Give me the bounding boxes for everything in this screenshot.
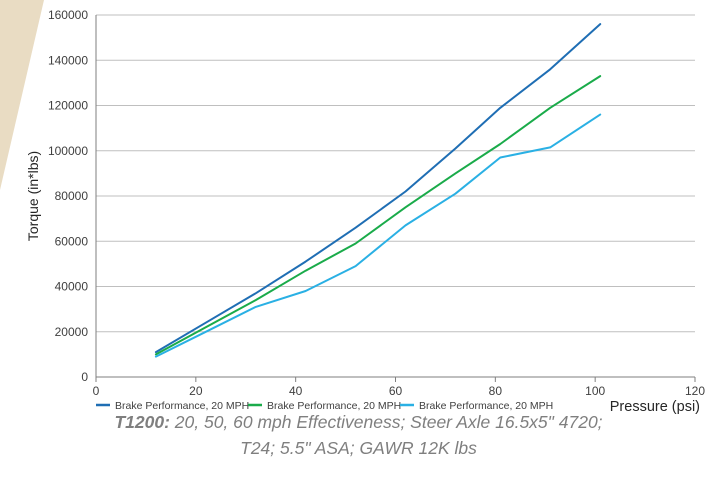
decorative-corner-fill	[0, 0, 44, 190]
legend-label-2: Brake Performance, 20 MPH	[267, 400, 401, 412]
y-tick-label: 0	[81, 370, 88, 384]
decorative-corner-shape	[0, 0, 44, 190]
y-tick-label: 60000	[55, 234, 89, 248]
y-tick-label: 160000	[48, 8, 88, 22]
x-tick-label: 40	[289, 384, 303, 398]
series-lines	[154, 23, 602, 358]
x-tick-label: 60	[389, 384, 403, 398]
legend-label-1: Brake Performance, 20 MPH	[115, 400, 249, 412]
y-tick-label: 100000	[48, 144, 88, 158]
y-axis-label: Torque (in*lbs)	[25, 151, 41, 241]
y-tick-label: 20000	[55, 325, 89, 339]
caption-line-1-text: 20, 50, 60 mph Effectiveness; Steer Axle…	[169, 412, 603, 432]
caption-model-label: T1200:	[114, 412, 170, 432]
legend: Brake Performance, 20 MPH Brake Performan…	[96, 400, 553, 412]
series-line-3	[154, 113, 602, 358]
x-tick-label: 100	[585, 384, 605, 398]
x-tick-label: 0	[93, 384, 100, 398]
grid-lines	[96, 14, 695, 333]
x-tick-label: 120	[685, 384, 705, 398]
y-tick-label: 80000	[55, 189, 89, 203]
axis-labels: Pressure (psi) Torque (in*lbs)	[25, 151, 700, 415]
x-axis-label: Pressure (psi)	[610, 399, 700, 415]
x-tick-label: 80	[489, 384, 503, 398]
series-line-2	[154, 75, 602, 356]
axes: 0 20000 40000 60000 80000 100000 120000 140000 1…	[48, 8, 705, 398]
legend-label-3: Brake Performance, 20 MPH	[419, 400, 553, 412]
y-tick-label: 40000	[55, 280, 89, 294]
series-line-1	[154, 23, 602, 354]
y-tick-label: 140000	[48, 53, 88, 67]
chart-caption-line-2: T24; 5.5" ASA; GAWR 12K lbs	[240, 438, 477, 458]
chart-caption-line-1: T1200: 20, 50, 60 mph Effectiveness; Ste…	[0, 411, 717, 433]
x-tick-label: 20	[189, 384, 203, 398]
y-tick-label: 120000	[48, 99, 88, 113]
